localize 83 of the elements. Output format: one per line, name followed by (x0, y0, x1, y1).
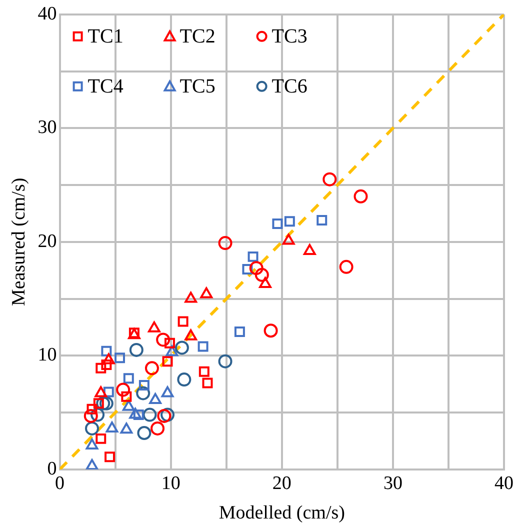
point (150, 421, 165, 436)
point (85, 421, 100, 436)
point (94, 386, 108, 398)
y-tick-label: 0 (47, 458, 57, 480)
point (164, 338, 175, 348)
point (177, 372, 192, 387)
point (282, 234, 295, 245)
point (234, 326, 245, 338)
point (218, 236, 232, 250)
point (248, 251, 258, 262)
legend-label: TC1 (88, 26, 124, 48)
point (303, 244, 316, 255)
point (122, 400, 135, 411)
point (90, 408, 105, 422)
point (198, 366, 210, 377)
point (137, 426, 152, 440)
point (202, 378, 213, 388)
point (121, 391, 132, 402)
point (114, 352, 126, 364)
point (272, 218, 283, 229)
point (161, 386, 174, 398)
point (136, 386, 150, 400)
point (96, 362, 106, 374)
point (178, 316, 188, 327)
point (138, 380, 150, 390)
point (160, 408, 175, 422)
point (157, 408, 172, 423)
point (86, 404, 98, 414)
y-tick-label: 30 (38, 117, 57, 138)
point (142, 408, 157, 422)
point (101, 360, 112, 370)
point (284, 216, 295, 227)
point (156, 332, 170, 347)
point (103, 386, 114, 398)
point (104, 452, 116, 462)
x-tick-label: 30 (383, 472, 402, 494)
point (101, 346, 112, 356)
point (166, 345, 178, 356)
point (102, 353, 115, 364)
y-tick-label: 10 (38, 344, 57, 366)
point (129, 408, 142, 419)
point (259, 276, 272, 288)
legend-label: TC3 (272, 26, 308, 48)
point (144, 361, 159, 376)
point (200, 287, 213, 298)
y-tick-label: 20 (38, 230, 57, 252)
legend-label: TC6 (272, 76, 308, 98)
legend-label: TC2 (180, 26, 216, 48)
point (133, 410, 144, 420)
point (184, 329, 198, 340)
point (96, 433, 106, 444)
point (149, 393, 162, 404)
point (86, 438, 98, 450)
x-tick-label: 20 (272, 472, 292, 494)
point (254, 268, 269, 282)
point (116, 382, 130, 397)
point (120, 422, 133, 434)
point (174, 340, 189, 355)
legend-label: TC4 (88, 76, 124, 98)
point (162, 356, 173, 367)
point (339, 260, 354, 274)
point (242, 264, 253, 274)
point (148, 321, 160, 332)
legend-label: TC5 (180, 76, 216, 98)
point (198, 341, 208, 352)
point (84, 408, 98, 423)
point (96, 396, 110, 410)
y-axis-title: Measured (cm/s) (8, 178, 30, 306)
point (184, 292, 198, 303)
point (354, 189, 368, 204)
x-tick-label: 40 (494, 472, 514, 494)
point (106, 421, 118, 432)
point (129, 342, 144, 357)
point (218, 354, 232, 368)
point (249, 261, 264, 276)
y-tick-label: 40 (38, 3, 57, 24)
x-axis-title: Modelled (cm/s) (218, 502, 345, 524)
point (123, 373, 134, 384)
point (99, 396, 114, 410)
point (316, 215, 328, 226)
x-tick-label: 10 (161, 472, 180, 494)
point (322, 172, 337, 186)
point (264, 324, 278, 338)
